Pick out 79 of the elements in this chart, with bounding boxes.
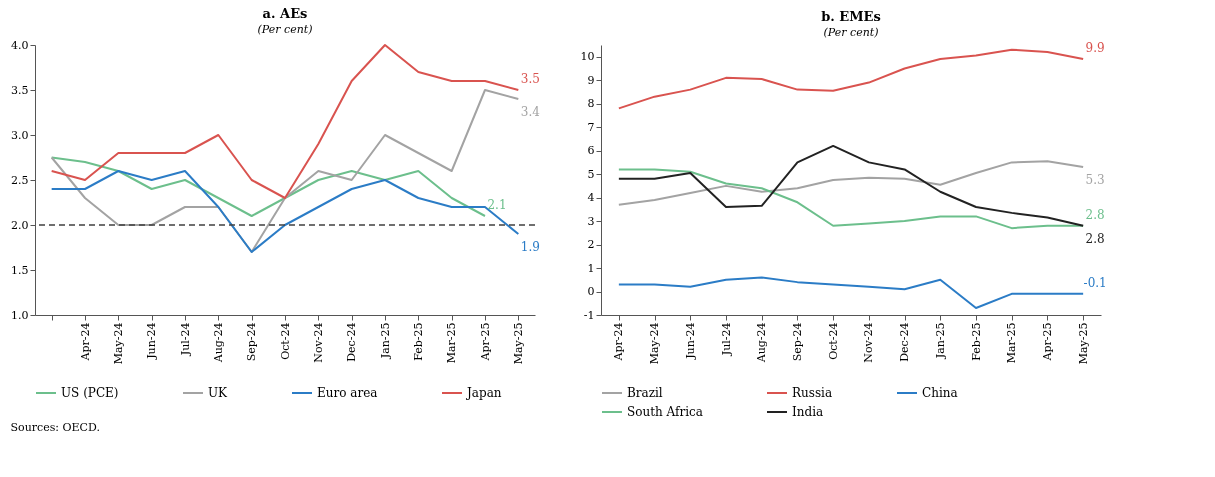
x-tick-label: Mar-25 [445,322,459,364]
y-tick-label: 8 [587,97,595,111]
y-tick-label: 4.0 [11,38,29,52]
y-tick-label: 3 [587,214,595,228]
source-note: Sources: OECD. [10,421,100,434]
chart-subtitle: (Per cent) [823,26,879,40]
x-tick-label: Jun-24 [145,322,159,360]
y-tick-label: 1 [587,261,595,275]
legend-label: South Africa [627,405,703,419]
line-series [50,170,520,253]
x-tick-label: Apr-25 [1040,322,1054,362]
y-tick-label: 0 [587,285,595,299]
x-tick-label: May-25 [511,322,525,365]
chart-title: b. EMEs [821,9,881,25]
line-series [617,48,1085,110]
y-tick-label: 3.0 [11,128,29,142]
y-tick-label: 5 [587,167,595,181]
line-series [50,156,486,217]
y-tick-label: 3.5 [11,83,29,97]
y-tick-label: 2.0 [11,218,29,232]
y-tick-label: 2 [587,238,595,252]
legend-label: US (PCE) [61,386,119,400]
x-tick-label: Mar-25 [1005,322,1019,364]
x-tick-label: Feb-25 [969,322,983,361]
legend-label: Japan [465,386,502,400]
y-tick-label: 6 [587,144,595,158]
y-tick-label: 9 [587,73,595,87]
annotation: 2.1 [487,198,507,212]
x-tick-label: Nov-24 [862,322,876,363]
x-tick-label: Apr-25 [478,322,492,362]
y-tick-label: 1.5 [11,263,29,277]
legend-label: Euro area [317,386,378,400]
y-tick-label: 7 [587,120,595,134]
line-series [617,168,1085,230]
annotation: 3.5 [520,72,540,86]
line-series [50,44,520,199]
x-tick-label: Aug-24 [211,322,225,364]
legend-label: Russia [792,386,833,400]
y-tick-label: 4 [587,191,595,205]
x-tick-label: Nov-24 [311,322,325,363]
x-tick-label: Aug-24 [755,322,769,364]
annotation: -0.1 [1083,275,1107,290]
legend-label: Brazil [627,386,663,400]
annotation: 9.9 [1085,41,1105,56]
legend-label: China [922,386,958,400]
annotation: 2.8 [1085,231,1105,246]
line-series [617,144,1085,227]
annotation: 1.9 [520,240,540,254]
x-tick-label: Dec-24 [898,322,912,362]
chart-subtitle: (Per cent) [257,23,313,36]
annotation: 5.3 [1085,173,1105,188]
x-tick-label: May-24 [111,322,125,365]
x-tick-label: May-24 [648,322,662,365]
x-tick-label: Apr-24 [78,322,92,362]
x-tick-label: Jan-25 [933,322,947,360]
legend-label: India [792,405,824,419]
x-tick-label: Feb-25 [411,322,425,361]
x-tick-label: Sep-24 [245,322,259,362]
x-tick-label: May-25 [1076,322,1090,365]
line-series [617,276,1085,309]
x-tick-label: Oct-24 [826,322,840,360]
x-tick-label: Jun-24 [683,322,697,360]
y-tick-label: 2.5 [11,173,29,187]
y-tick-label: 10 [580,50,595,64]
legend-label: UK [208,386,229,400]
x-tick-label: Jul-24 [719,322,733,357]
line-series [50,89,520,253]
annotation: 2.8 [1085,207,1105,222]
x-tick-label: Apr-24 [612,322,626,362]
y-tick-label: 1.0 [11,308,29,322]
chart-title: a. AEs [262,6,308,21]
y-tick-label: -1 [583,308,595,322]
annotation: 3.4 [520,105,541,119]
x-tick-label: Oct-24 [278,322,292,360]
line-series [617,160,1085,206]
x-tick-label: Sep-24 [790,322,804,362]
x-tick-label: Jan-25 [378,322,392,360]
x-tick-label: Jul-24 [178,322,192,357]
x-tick-label: Dec-24 [345,322,359,362]
